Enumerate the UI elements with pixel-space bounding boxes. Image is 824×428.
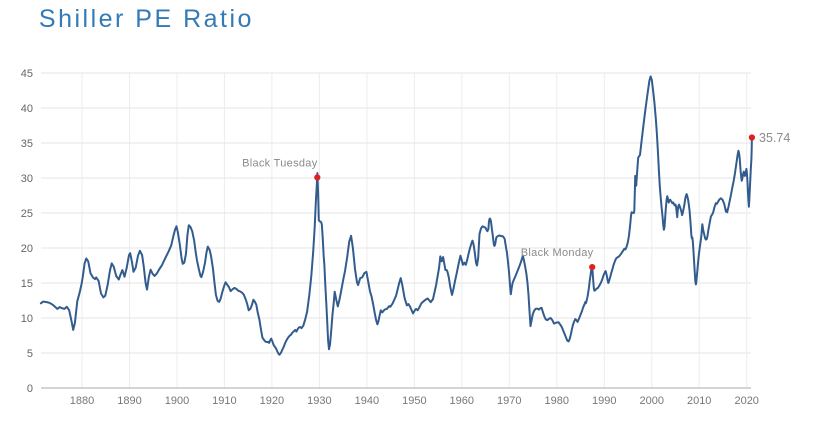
- svg-text:40: 40: [21, 103, 33, 115]
- svg-text:45: 45: [21, 68, 33, 80]
- svg-text:25: 25: [21, 208, 33, 220]
- svg-text:1880: 1880: [70, 395, 94, 407]
- svg-text:1930: 1930: [307, 395, 331, 407]
- svg-text:10: 10: [21, 313, 33, 325]
- svg-text:35: 35: [21, 138, 33, 150]
- svg-text:15: 15: [21, 278, 33, 290]
- svg-text:2010: 2010: [687, 395, 711, 407]
- svg-text:1990: 1990: [592, 395, 616, 407]
- svg-text:1920: 1920: [260, 395, 284, 407]
- svg-text:1900: 1900: [165, 395, 189, 407]
- svg-text:1970: 1970: [497, 395, 521, 407]
- svg-text:Black Monday: Black Monday: [521, 247, 594, 259]
- svg-text:35.74: 35.74: [759, 131, 790, 145]
- svg-text:1940: 1940: [355, 395, 379, 407]
- svg-text:Black Tuesday: Black Tuesday: [242, 157, 318, 169]
- svg-text:2020: 2020: [734, 395, 758, 407]
- svg-text:5: 5: [27, 348, 33, 360]
- svg-text:1910: 1910: [212, 395, 236, 407]
- svg-text:30: 30: [21, 173, 33, 185]
- svg-text:2000: 2000: [640, 395, 664, 407]
- svg-text:1950: 1950: [402, 395, 426, 407]
- svg-text:1980: 1980: [545, 395, 569, 407]
- svg-text:1960: 1960: [450, 395, 474, 407]
- svg-text:0: 0: [27, 383, 33, 395]
- svg-text:20: 20: [21, 243, 33, 255]
- svg-text:Shiller PE Ratio: Shiller PE Ratio: [39, 5, 254, 33]
- svg-text:1890: 1890: [117, 395, 141, 407]
